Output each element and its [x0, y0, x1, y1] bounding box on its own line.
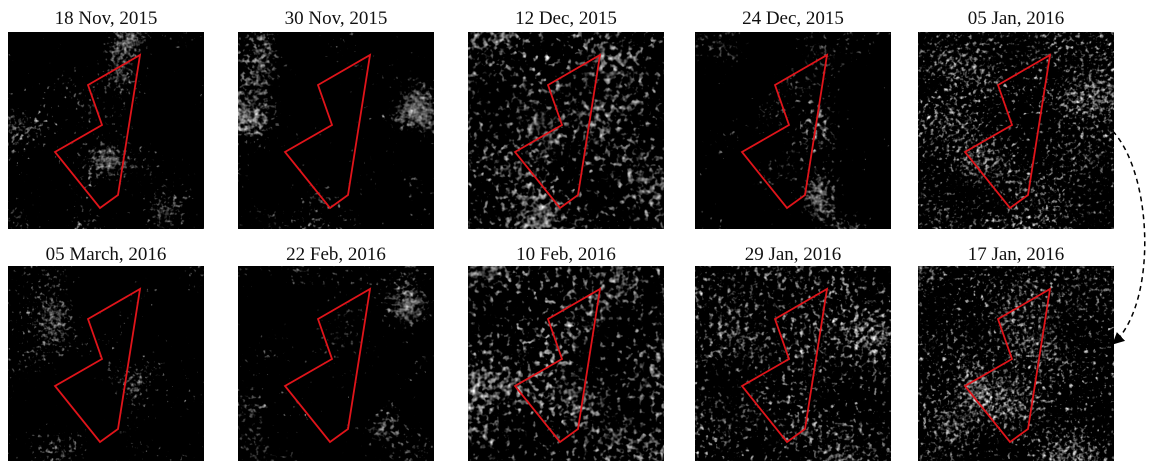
sar-image: [695, 32, 891, 229]
image-panel: 12 Dec, 2015: [468, 8, 664, 229]
sar-image: [695, 266, 891, 461]
date-label: 24 Dec, 2015: [742, 8, 844, 29]
date-label: 12 Dec, 2015: [515, 8, 617, 29]
image-panel: 05 Jan, 2016: [918, 8, 1114, 229]
image-panel: 10 Feb, 2016: [468, 244, 664, 461]
sar-image: [468, 32, 664, 229]
date-label: 22 Feb, 2016: [286, 244, 386, 265]
sar-image: [918, 32, 1114, 229]
date-label: 05 Jan, 2016: [968, 8, 1065, 29]
image-panel: 17 Jan, 2016: [918, 244, 1114, 461]
image-panel: 29 Jan, 2016: [695, 244, 891, 461]
sar-image: [8, 266, 204, 461]
image-panel: 24 Dec, 2015: [695, 8, 891, 229]
sar-image: [238, 32, 434, 229]
image-panel: 05 March, 2016: [8, 244, 204, 461]
date-label: 29 Jan, 2016: [745, 244, 842, 265]
date-label: 18 Nov, 2015: [55, 8, 158, 29]
sar-image: [918, 266, 1114, 461]
date-label: 05 March, 2016: [46, 244, 167, 265]
date-label: 10 Feb, 2016: [516, 244, 616, 265]
figure: 18 Nov, 2015 30 Nov, 2015 12 Dec, 2015 24 D…: [0, 0, 1152, 461]
image-panel: 18 Nov, 2015: [8, 8, 204, 229]
sar-image: [238, 266, 434, 461]
sar-image: [468, 266, 664, 461]
date-label: 17 Jan, 2016: [968, 244, 1065, 265]
image-panel: 22 Feb, 2016: [238, 244, 434, 461]
sar-image: [8, 32, 204, 229]
date-label: 30 Nov, 2015: [285, 8, 388, 29]
image-panel: 30 Nov, 2015: [238, 8, 434, 229]
